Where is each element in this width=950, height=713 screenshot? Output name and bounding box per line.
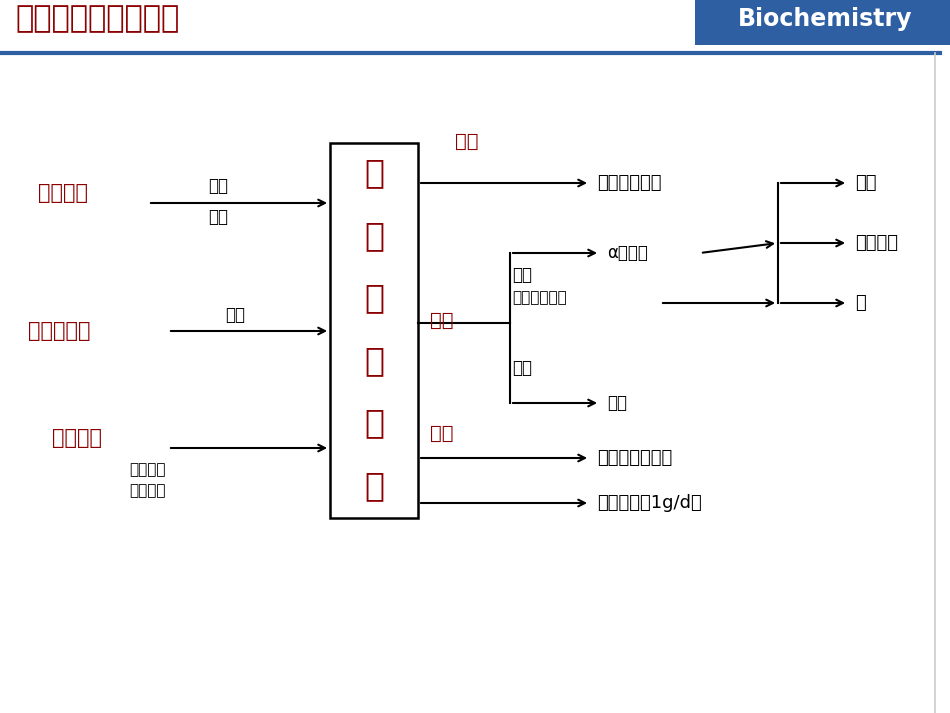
Text: 其它含氮化合物: 其它含氮化合物 (597, 449, 673, 467)
Text: 食物蛋白: 食物蛋白 (38, 183, 88, 203)
Text: （生成尿素）: （生成尿素） (512, 290, 567, 305)
Text: 糖: 糖 (855, 294, 865, 312)
Text: 消化: 消化 (208, 177, 228, 195)
Text: （非必需: （非必需 (130, 463, 166, 478)
Text: 分解: 分解 (225, 306, 245, 324)
Text: 脱羧: 脱羧 (512, 359, 532, 377)
Bar (695, 0, 950, 45)
Text: 经肾排出（1g/d）: 经肾排出（1g/d） (597, 494, 702, 512)
Text: 谢: 谢 (364, 406, 384, 439)
Text: 一、氨基酸代谢概况: 一、氨基酸代谢概况 (15, 4, 180, 34)
Text: Biochemistry: Biochemistry (738, 7, 912, 31)
Text: 氨基酸）: 氨基酸） (130, 483, 166, 498)
Text: 体内合成: 体内合成 (52, 428, 102, 448)
Text: 转变: 转变 (430, 424, 453, 443)
Text: 脱氨: 脱氨 (512, 266, 532, 284)
Text: 氧化供能: 氧化供能 (855, 234, 898, 252)
Text: 酸: 酸 (364, 282, 384, 314)
Text: 组织蛋白质: 组织蛋白质 (28, 321, 90, 341)
Text: 蛋白质（主）: 蛋白质（主） (597, 174, 661, 192)
Text: α－酮酸: α－酮酸 (607, 244, 648, 262)
Text: 胺类: 胺类 (607, 394, 627, 412)
Text: 酮体: 酮体 (855, 174, 877, 192)
Text: 氨: 氨 (364, 156, 384, 190)
Text: 合成: 合成 (455, 131, 479, 150)
Text: 分解: 分解 (430, 310, 453, 329)
Text: 代: 代 (364, 344, 384, 377)
Text: 基: 基 (364, 219, 384, 252)
Text: 库: 库 (364, 469, 384, 502)
Bar (330, 143, 418, 518)
Text: 吸收: 吸收 (208, 208, 228, 226)
